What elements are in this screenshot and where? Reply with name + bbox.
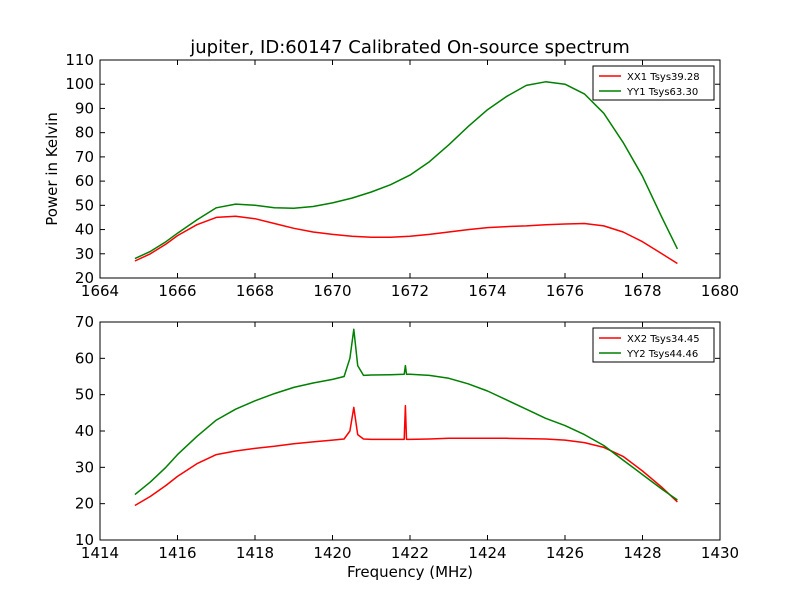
top-x-tick-label: 1670 [313, 282, 351, 300]
bottom-x-tick-label: 1424 [468, 544, 506, 562]
bottom-x-tick-label: 1420 [313, 544, 351, 562]
bottom-y-tick-label: 60 [75, 349, 94, 367]
top-plot-area: 1664 1666 1668 1670 1672 1674 1676 1678 1680 20 30… [65, 51, 739, 300]
top-y-tick-label: 50 [75, 196, 94, 214]
top-y-tick-label: 40 [75, 221, 94, 239]
bottom-y-tick-label: 20 [75, 495, 94, 513]
bottom-legend-box [592, 327, 715, 363]
top-y-tick-label: 30 [75, 245, 94, 263]
bottom-y-tick-label: 70 [75, 313, 94, 331]
bottom-x-tick-label: 1428 [623, 544, 661, 562]
top-y-tick-label: 110 [65, 51, 94, 69]
bottom-legend-label-2: YY2 Tsys44.46 [626, 349, 698, 360]
top-x-tick-label: 1666 [158, 282, 196, 300]
bottom-x-tick-label: 1414 [81, 544, 119, 562]
bottom-x-tick-label: 1430 [701, 544, 739, 562]
top-legend-label-2: YY1 Tsys63.30 [626, 87, 698, 98]
top-y-axis-label: Power in Kelvin [43, 112, 61, 226]
top-x-tick-label: 1676 [546, 282, 584, 300]
chart-title: jupiter, ID:60147 Calibrated On-source s… [189, 37, 630, 58]
bottom-x-tick-label: 1426 [546, 544, 584, 562]
bottom-x-tick-label: 1416 [158, 544, 196, 562]
top-x-tick-label: 1678 [623, 282, 661, 300]
bottom-x-axis-label: Frequency (MHz) [347, 563, 473, 581]
top-series-line-2 [134, 81, 679, 260]
bottom-y-tick-label: 40 [75, 422, 94, 440]
bottom-x-tick-label: 1418 [236, 544, 274, 562]
bottom-y-tick-label: 50 [75, 386, 94, 404]
bottom-y-tick-label: 30 [75, 458, 94, 476]
top-x-tick-label: 1674 [468, 282, 506, 300]
top-legend-box [592, 65, 715, 101]
top-y-tick-label: 70 [75, 148, 94, 166]
bottom-series-line-1 [134, 404, 678, 507]
bottom-series-line-2 [134, 328, 678, 501]
bottom-y-tick-label: 10 [75, 531, 94, 549]
bottom-x-tick-label: 1422 [391, 544, 429, 562]
top-x-tick-label: 1672 [391, 282, 429, 300]
top-x-tick-label: 1668 [236, 282, 274, 300]
bottom-legend-label-1: XX2 Tsys34.45 [627, 334, 700, 345]
bottom-plot-area: 1414 1416 1418 1420 1422 1424 1426 1428 1430 10 20… [75, 313, 739, 562]
top-legend-label-1: XX1 Tsys39.28 [627, 72, 700, 83]
top-y-tick-label: 80 [75, 124, 94, 142]
top-x-tick-label: 1680 [701, 282, 739, 300]
top-y-tick-label: 60 [75, 172, 94, 190]
top-y-tick-label: 100 [65, 75, 94, 93]
top-y-tick-label: 90 [75, 99, 94, 117]
top-series-line-1 [134, 215, 678, 265]
top-x-tick-label: 1664 [81, 282, 119, 300]
top-y-tick-label: 20 [75, 269, 94, 287]
